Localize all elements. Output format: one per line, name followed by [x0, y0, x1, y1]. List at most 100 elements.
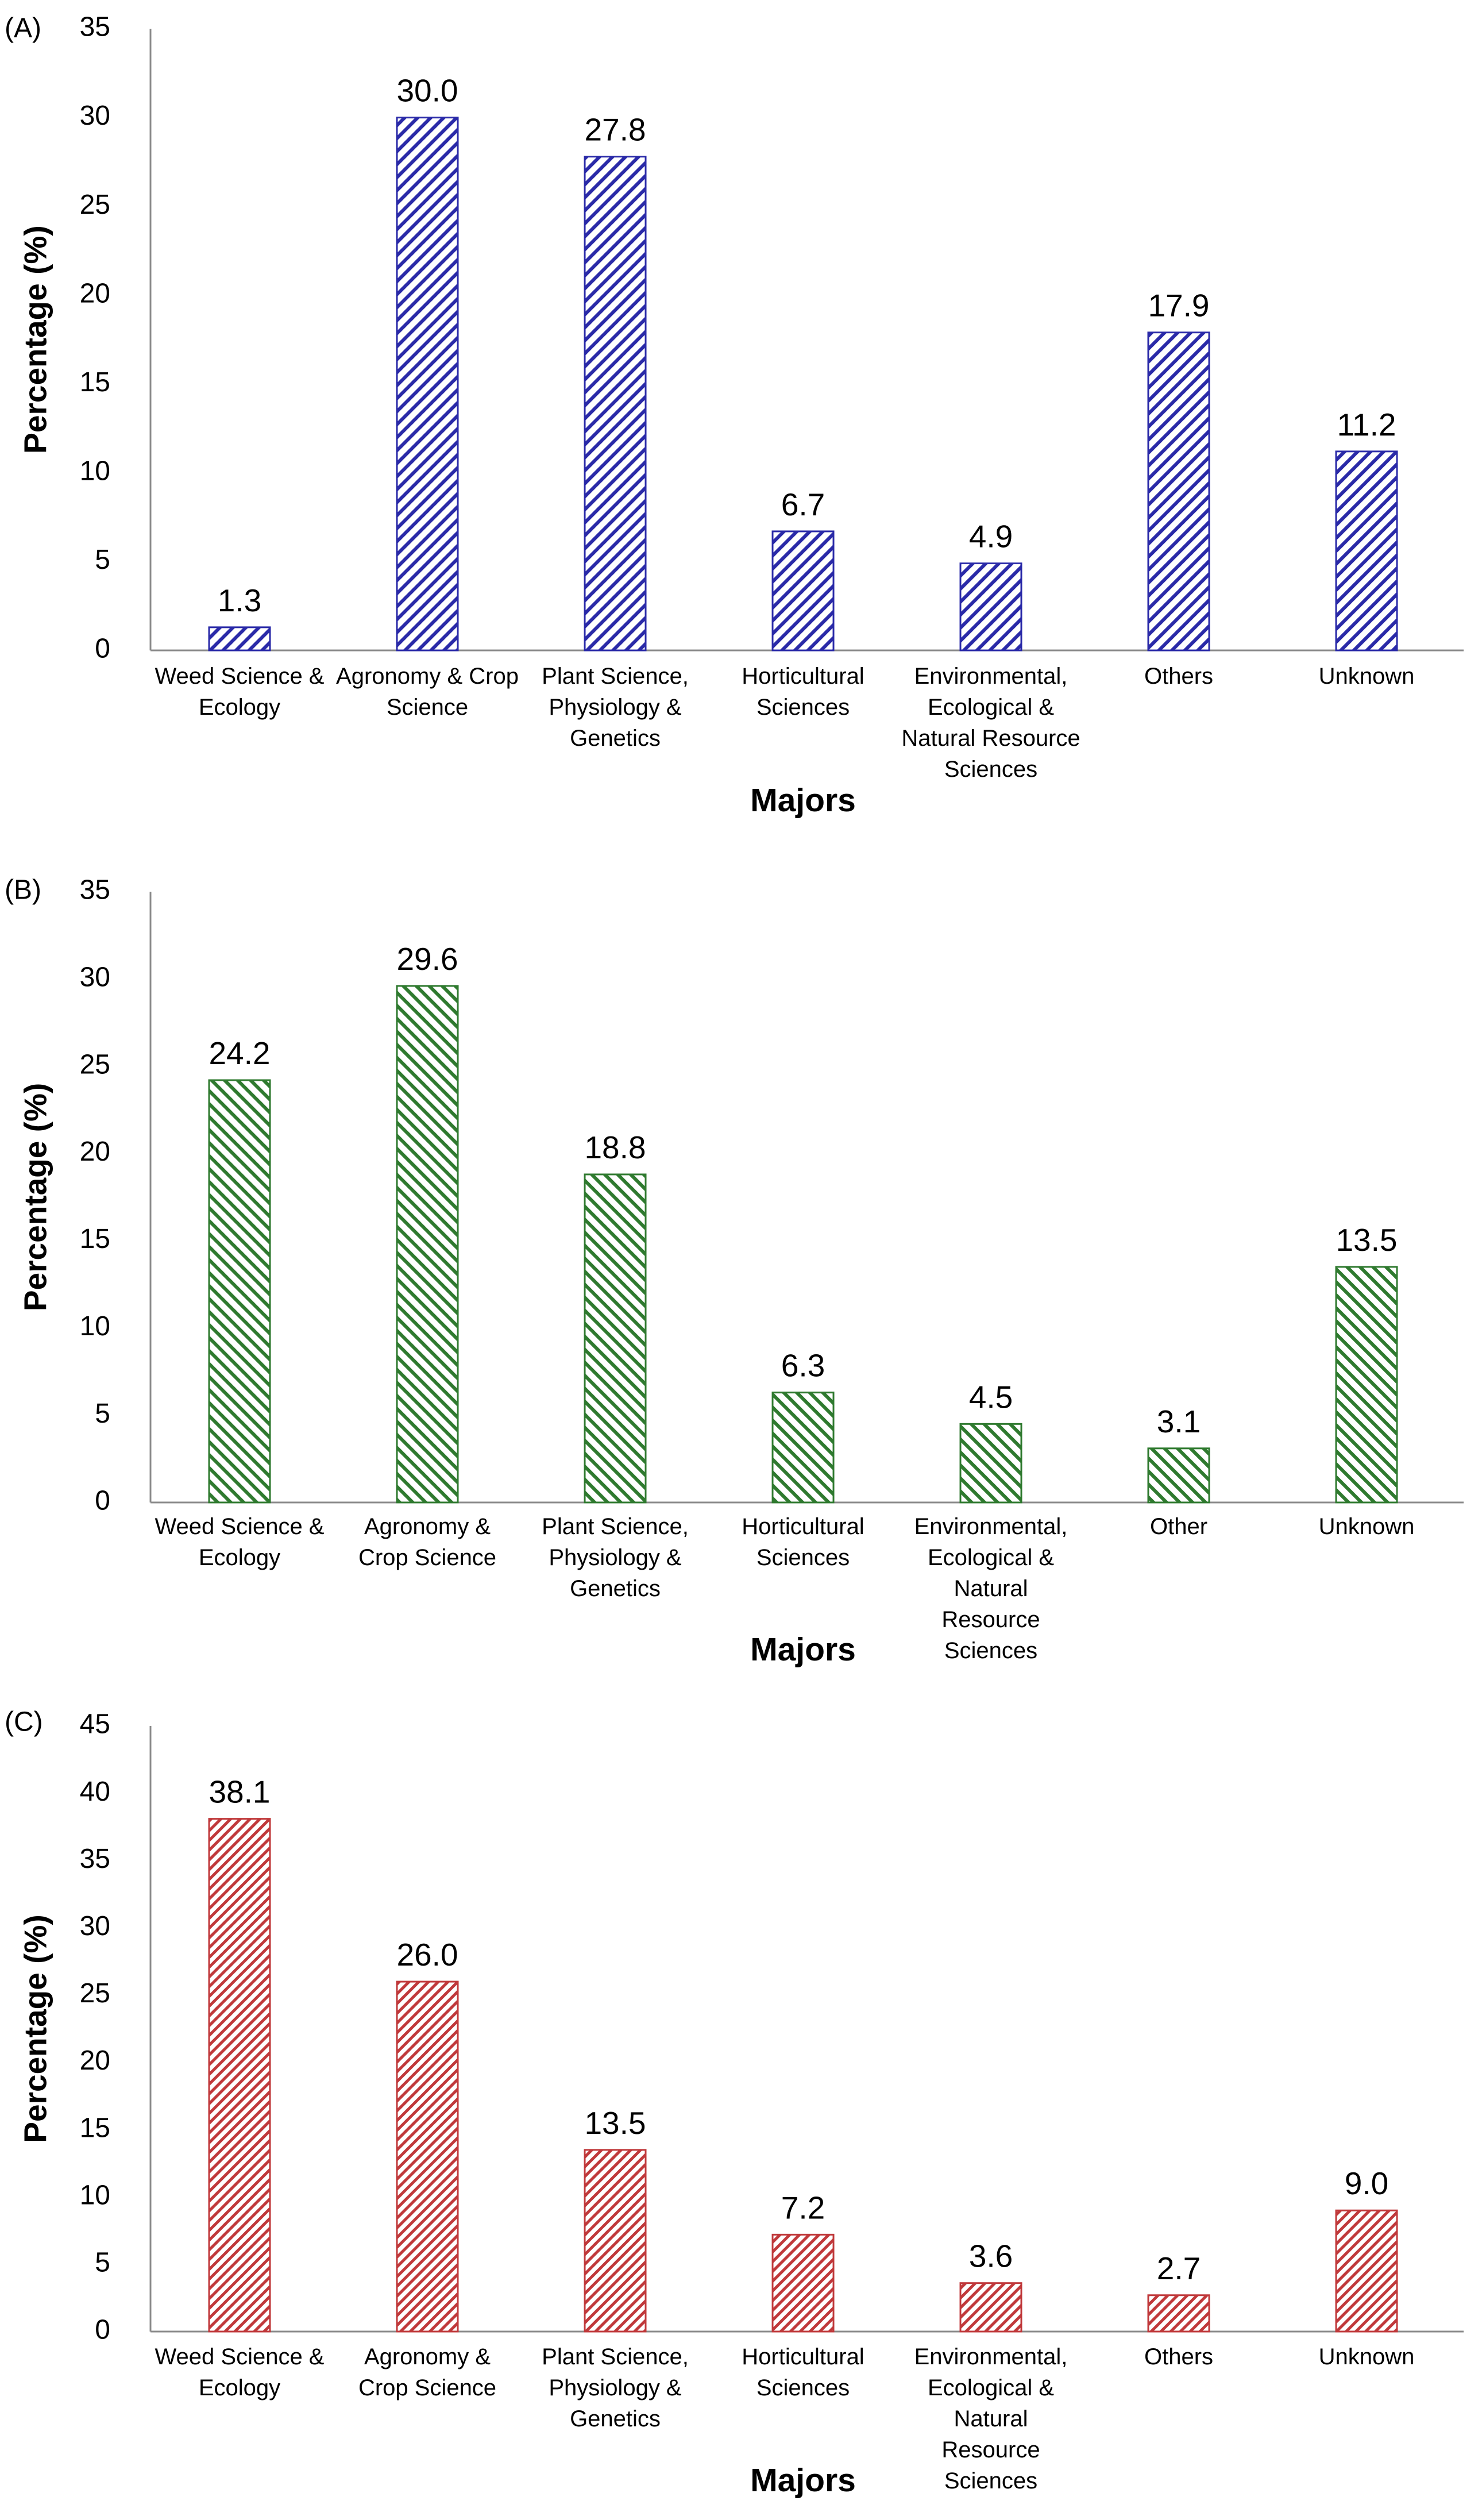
- y-tick-label: 30: [80, 101, 110, 131]
- bar: [1335, 450, 1398, 652]
- y-tick-label: 5: [95, 1398, 110, 1429]
- panel-label: (C): [5, 1707, 43, 1737]
- category-label: Plant Science, Physiology & Genetics: [542, 1514, 689, 1601]
- category-label: Others: [1144, 664, 1213, 689]
- data-label: 29.6: [396, 941, 458, 977]
- data-label: 38.1: [209, 1774, 270, 1810]
- data-label: 11.2: [1337, 407, 1396, 442]
- bar: [396, 117, 459, 652]
- bar: [584, 156, 647, 652]
- y-tick-label: 25: [80, 1978, 110, 2009]
- y-tick-label: 45: [80, 1709, 110, 1740]
- y-tick-label: 20: [80, 278, 110, 309]
- data-label: 6.3: [781, 1348, 825, 1384]
- y-tick-label: 35: [80, 12, 110, 43]
- bar: [959, 1423, 1022, 1504]
- y-tick-label: 30: [80, 962, 110, 993]
- data-label: 4.5: [969, 1379, 1013, 1415]
- data-label: 3.1: [1157, 1404, 1201, 1439]
- y-tick-label: 20: [80, 2045, 110, 2076]
- bar: [396, 985, 459, 1504]
- data-label: 4.9: [969, 519, 1013, 554]
- panel-label: (B): [5, 875, 41, 905]
- bar: [396, 1980, 459, 2333]
- bar: [1335, 1266, 1398, 1504]
- chart-panel-3: (C) 0 5 10 15 20 25 30 35 40 45 Percentage (%) 38.1 W…: [5, 1707, 1464, 2499]
- category-label: Unknown: [1319, 2344, 1415, 2369]
- category-label: Weed Science & Ecology: [155, 1514, 325, 1570]
- category-label: Agronomy & Crop Science: [358, 2344, 496, 2400]
- bar: [584, 2149, 647, 2333]
- y-tick-label: 0: [95, 1486, 110, 1516]
- y-tick-label: 0: [95, 634, 110, 664]
- category-label: Weed Science & Ecology: [155, 664, 325, 720]
- y-tick-label: 40: [80, 1777, 110, 1807]
- bar: [959, 562, 1022, 652]
- data-label: 24.2: [209, 1035, 270, 1071]
- chart-panel-2: (B) 0 5 10 15 20 25 30 35 Percentage (%) 24.2 Weed …: [5, 875, 1464, 1668]
- category-label: Agronomy & Crop Science: [336, 664, 519, 720]
- data-label: 27.8: [584, 112, 646, 148]
- bar: [584, 1173, 647, 1504]
- y-tick-label: 10: [80, 456, 110, 487]
- category-label: Horticultural Sciences: [742, 2344, 864, 2400]
- bar: [208, 1818, 271, 2333]
- y-tick-label: 15: [80, 2113, 110, 2143]
- bar: [771, 2233, 835, 2333]
- y-tick-label: 5: [95, 2248, 110, 2278]
- bar: [1147, 2294, 1210, 2333]
- data-label: 26.0: [396, 1937, 458, 1972]
- bar: [1147, 1447, 1210, 1504]
- x-axis-title: Majors: [750, 1631, 856, 1668]
- category-label: Plant Science, Physiology & Genetics: [542, 664, 689, 751]
- category-label: Unknown: [1319, 664, 1415, 689]
- y-tick-label: 20: [80, 1136, 110, 1167]
- data-label: 2.7: [1157, 2251, 1201, 2286]
- chart-panel-1: (A) 0 5 10 15 20 25 30 35 Percentage (%) 1.3 Weed S…: [5, 12, 1464, 819]
- bar: [208, 626, 271, 652]
- category-label: Horticultural Sciences: [742, 664, 864, 720]
- y-tick-label: 0: [95, 2315, 110, 2345]
- data-label: 3.6: [969, 2238, 1013, 2274]
- bar: [771, 530, 835, 652]
- bar: [208, 1079, 271, 1504]
- y-tick-label: 35: [80, 1844, 110, 1874]
- bar: [1147, 332, 1210, 652]
- category-label: Horticultural Sciences: [742, 1514, 864, 1570]
- y-axis-title: Percentage (%): [18, 225, 53, 453]
- data-label: 7.2: [781, 2190, 825, 2225]
- data-label: 17.9: [1148, 288, 1209, 323]
- y-tick-label: 35: [80, 875, 110, 905]
- x-axis-title: Majors: [750, 2462, 856, 2499]
- panel-label: (A): [5, 13, 41, 44]
- category-label: Agronomy & Crop Science: [358, 1514, 496, 1570]
- category-label: Plant Science, Physiology & Genetics: [542, 2344, 689, 2432]
- category-label: Unknown: [1319, 1514, 1415, 1539]
- category-label: Other: [1150, 1514, 1207, 1539]
- category-label: Environmental, Ecological & Natural Resourc…: [914, 1514, 1068, 1663]
- data-label: 1.3: [218, 583, 261, 618]
- y-tick-label: 15: [80, 1224, 110, 1254]
- data-label: 9.0: [1345, 2165, 1388, 2201]
- bar: [771, 1392, 835, 1504]
- data-label: 13.5: [1336, 1222, 1397, 1258]
- x-axis-title: Majors: [750, 782, 856, 819]
- category-label: Others: [1144, 2344, 1213, 2369]
- y-tick-label: 25: [80, 1049, 110, 1080]
- data-label: 18.8: [584, 1130, 646, 1165]
- data-label: 30.0: [396, 73, 458, 109]
- y-tick-label: 15: [80, 367, 110, 398]
- y-tick-label: 5: [95, 545, 110, 575]
- data-label: 6.7: [781, 487, 825, 522]
- y-tick-label: 30: [80, 1911, 110, 1941]
- y-tick-label: 10: [80, 2180, 110, 2210]
- data-label: 13.5: [584, 2105, 646, 2141]
- category-label: Weed Science & Ecology: [155, 2344, 325, 2400]
- category-label: Environmental, Ecological & Natural Resour…: [901, 664, 1080, 782]
- y-axis-title: Percentage (%): [18, 1083, 53, 1311]
- y-tick-label: 10: [80, 1311, 110, 1342]
- bar: [959, 2282, 1022, 2333]
- y-axis-title: Percentage (%): [18, 1914, 53, 2143]
- category-label: Environmental, Ecological & Natural Resourc…: [914, 2344, 1068, 2494]
